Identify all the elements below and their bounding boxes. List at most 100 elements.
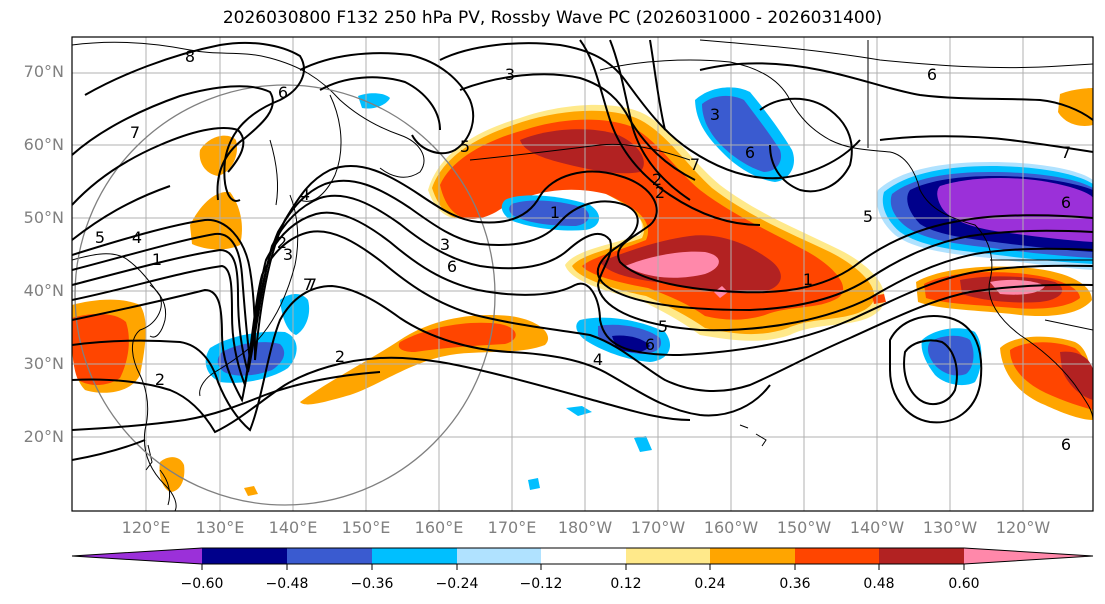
- pv-contour-5: [72, 230, 1093, 403]
- contour-label: 6: [927, 65, 937, 84]
- warm-anomaly-gulf-spot: [872, 294, 886, 304]
- map-panel: 8 7 6 5 4 3 2 1 3 4 5 6 7 2 6 1 3 2 7 5 …: [72, 37, 1093, 511]
- colorbar-swatch: [795, 548, 879, 564]
- graticule: [72, 37, 1093, 511]
- coastline-aleutians: [469, 143, 691, 161]
- warm-anomaly-alaska-east: [1058, 88, 1093, 126]
- coastline-hawaii-2: [755, 433, 767, 447]
- contour-label: 4: [593, 350, 603, 369]
- longitude-label: 160°E: [414, 518, 464, 537]
- coastline-japan: [199, 194, 299, 397]
- colorbar-tick-label: −0.24: [435, 576, 479, 592]
- contour-label: 7: [1061, 143, 1071, 162]
- pv-contour-east-low-inner: [903, 339, 958, 406]
- latitude-label: 50°N: [23, 208, 64, 227]
- pv-contour-2: [72, 179, 1093, 361]
- warm-anomaly-north-pacific-darkred: [520, 129, 644, 174]
- colorbar-tick-label: 0.60: [948, 576, 980, 592]
- map-frame: [71, 36, 1094, 512]
- colorbar-tick-label: 0.12: [610, 576, 642, 592]
- contour-labels: 8 7 6 5 4 3 2 1 3 4 5 6 7 2 6 1 3 2 7 5 …: [95, 47, 1071, 454]
- colorbar-ticks: [201, 564, 965, 570]
- colorbar-tick-label: 0.48: [863, 576, 895, 592]
- longitude-label: 130°E: [195, 518, 245, 537]
- contour-label: 5: [658, 317, 668, 336]
- pv-contour-ridge-tongue-2: [609, 39, 691, 201]
- colorbar-swatch: [372, 548, 457, 564]
- pv-contour-east-low-outer: [889, 315, 983, 424]
- map-title: 2026030800 F132 250 hPa PV, Rossby Wave …: [222, 8, 883, 28]
- contour-label: 6: [645, 335, 655, 354]
- pv-contour-alaska-east: [879, 135, 1093, 153]
- contour-label: 2: [655, 183, 665, 202]
- longitude-label: 120°W: [995, 518, 1051, 537]
- contour-label: 4: [300, 185, 310, 204]
- longitude-label: 120°E: [121, 518, 171, 537]
- pv-contour-9: [72, 439, 146, 461]
- contour-label: 4: [132, 228, 142, 247]
- warm-anomaly-kamchatka: [199, 135, 238, 176]
- pv-contour-bering-inner: [319, 76, 441, 131]
- latitude-label: 30°N: [23, 354, 64, 373]
- longitude-label: 150°E: [341, 518, 391, 537]
- latitude-label: 40°N: [23, 281, 64, 300]
- coastline-korea: [149, 284, 167, 338]
- contour-label: 5: [863, 207, 873, 226]
- coastline-asia-north: [72, 41, 425, 178]
- pv-contour-north-3: [72, 127, 245, 206]
- cool-anomaly-central-pacific-blue: [509, 200, 590, 226]
- colorbar-tick-label: 0.36: [779, 576, 811, 592]
- contour-label: 6: [1061, 435, 1071, 454]
- colorbar-tick-label: −0.60: [180, 576, 224, 592]
- contour-label: 3: [440, 235, 450, 254]
- contour-label: 2: [335, 347, 345, 366]
- contour-label: 6: [447, 257, 457, 276]
- longitude-label: 170°W: [630, 518, 686, 537]
- colorbar-tick-label: 0.24: [694, 576, 726, 592]
- colorbar-swatch: [710, 548, 795, 564]
- contour-label: 7: [690, 155, 700, 174]
- coastline-taiwan: [145, 444, 153, 471]
- longitude-label: 140°E: [268, 518, 318, 537]
- warm-anomaly-subtropical-core: [398, 322, 516, 352]
- longitude-label: 170°E: [487, 518, 537, 537]
- colorbar-tick-label: −0.12: [519, 576, 563, 592]
- great-circle-outline: [74, 84, 496, 506]
- colorbar-swatch: [879, 548, 964, 564]
- contour-label: 2: [652, 170, 662, 189]
- pv-contour-north-2: [72, 85, 274, 201]
- latitude-label: 20°N: [23, 427, 64, 446]
- pv-contour-north-4: [72, 185, 171, 241]
- cool-anomaly-spot-c: [528, 478, 540, 490]
- coastline-alaska-north: [699, 39, 1093, 69]
- contour-label: 8: [185, 47, 195, 66]
- coastline-kamchatka: [299, 94, 342, 202]
- contour-label: 3: [283, 245, 293, 264]
- longitude-label: 160°W: [703, 518, 759, 537]
- pv-contour-alaska-north: [699, 62, 1093, 121]
- contour-label: 6: [1061, 193, 1071, 212]
- pv-contour-pacific-ridge: [439, 42, 861, 180]
- warm-anomaly-pink-dot: [714, 286, 728, 298]
- warm-anomaly-small-spot: [244, 486, 258, 496]
- coastline-alaska: [599, 59, 1093, 421]
- colorbar-extend-high: [964, 548, 1093, 564]
- colorbar-swatch: [626, 548, 710, 564]
- colorbar-swatch: [202, 548, 287, 564]
- contour-label: 6: [745, 143, 755, 162]
- coastline-hawaii-1: [739, 424, 749, 429]
- colorbar-tick-label: −0.36: [350, 576, 394, 592]
- pv-contour-7: [72, 356, 691, 434]
- warm-anomaly-central-pink: [625, 251, 719, 278]
- latitude-label: 70°N: [23, 62, 64, 81]
- contour-label: 2: [155, 370, 165, 389]
- coastlines: [72, 39, 1093, 511]
- colorbar-tick-label: −0.48: [265, 576, 309, 592]
- cool-anomaly-japan-east: [280, 294, 310, 335]
- contour-label: 1: [803, 270, 813, 289]
- contour-label: 3: [505, 65, 515, 84]
- pv-contours: [72, 39, 1093, 461]
- pv-contour-alaska-loop: [759, 97, 853, 193]
- cool-anomaly-east-pacific-blue: [927, 335, 974, 376]
